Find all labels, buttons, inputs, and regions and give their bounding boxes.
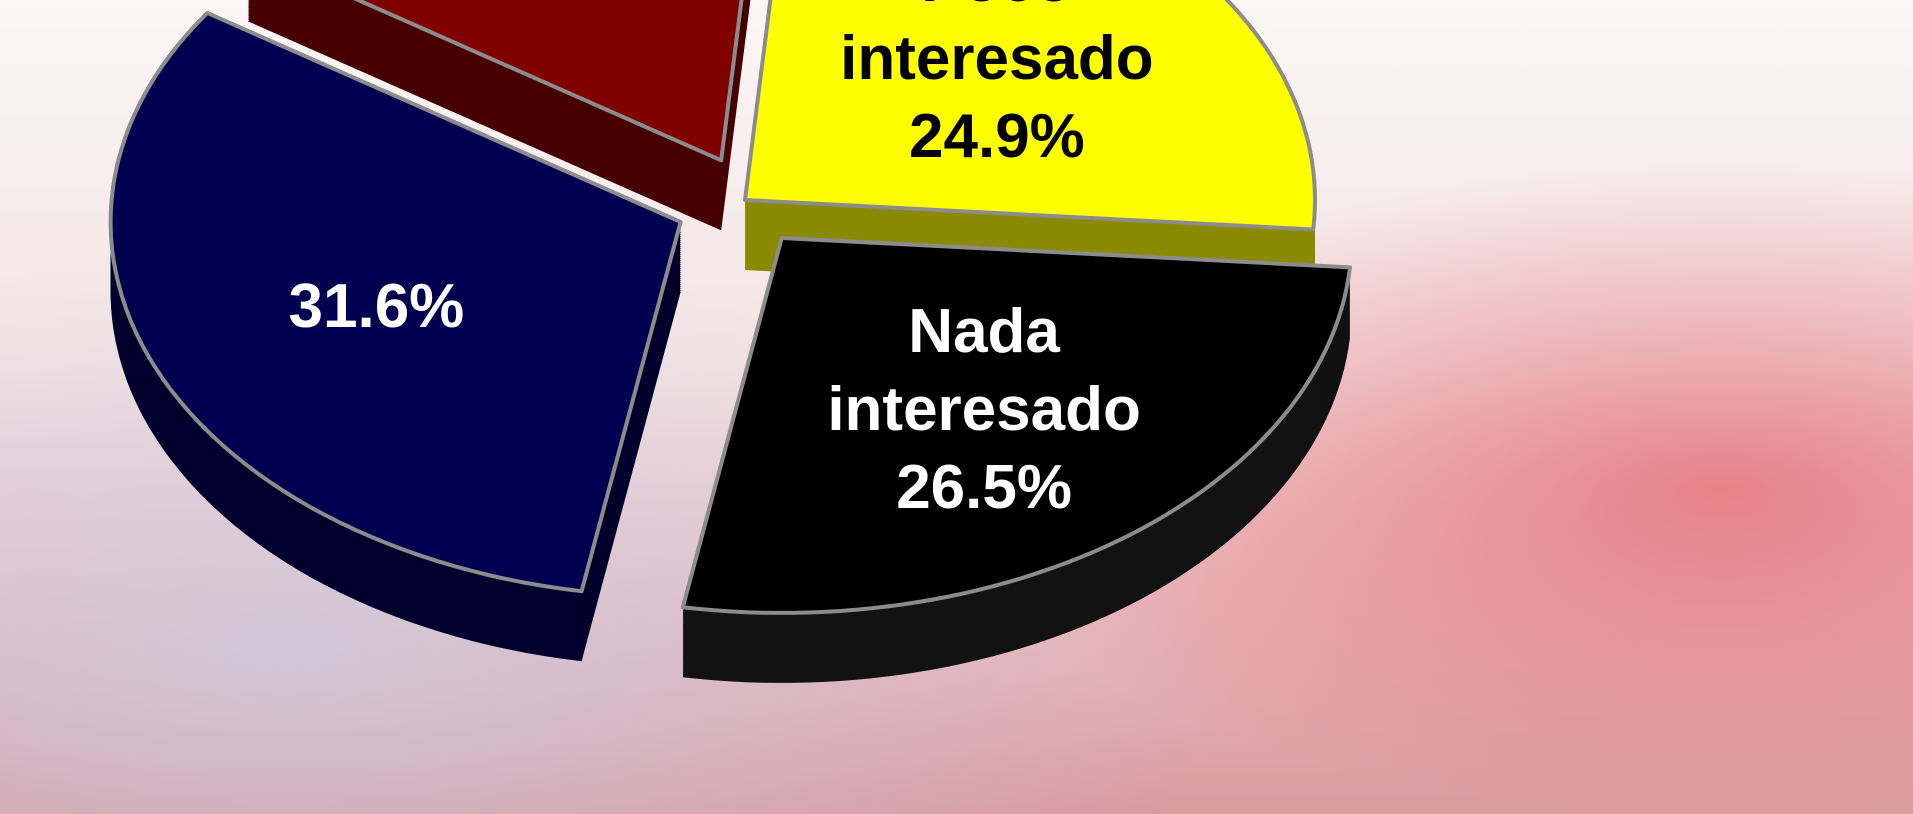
value-label: 24.9% — [817, 98, 1177, 176]
slice-label: 16.9% — [398, 0, 758, 3]
category-label: Nada interesado — [804, 293, 1164, 449]
value-label: 16.9% — [398, 0, 758, 3]
value-label: 31.6% — [196, 268, 556, 346]
slice-label: 31.6% — [196, 268, 556, 346]
slide: 31.6% 16.9% Poco interesado24.9% Nada inter… — [0, 0, 1913, 814]
category-label: Poco interesado — [817, 0, 1177, 98]
value-label: 26.5% — [804, 449, 1164, 527]
